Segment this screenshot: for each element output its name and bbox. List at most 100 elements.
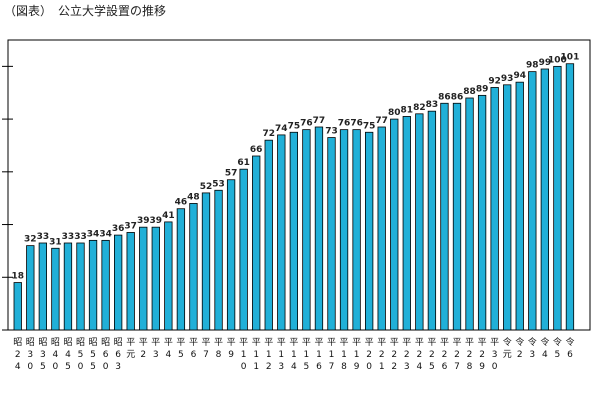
bar-value-label: 18 — [11, 272, 24, 282]
bar-value-label: 33 — [74, 232, 87, 242]
bar-value-label: 34 — [99, 229, 112, 239]
bar — [252, 155, 261, 331]
bar-value-label: 92 — [488, 76, 501, 86]
bar-value-label: 75 — [363, 121, 376, 131]
bar-value-label: 94 — [513, 71, 526, 81]
bar — [327, 137, 336, 331]
bar — [264, 139, 273, 331]
bar-value-label: 53 — [212, 179, 225, 189]
bar-value-label: 86 — [438, 92, 451, 102]
bar — [201, 192, 211, 331]
bar — [239, 168, 248, 331]
bar — [515, 81, 524, 331]
bar — [465, 97, 474, 331]
bar-value-label: 39 — [150, 216, 163, 226]
bar — [339, 129, 349, 331]
bar — [126, 232, 135, 331]
bar-value-label: 80 — [388, 108, 401, 118]
bar — [440, 102, 449, 331]
bar-value-label: 32 — [24, 235, 37, 245]
bar — [164, 221, 173, 331]
bar-value-label: 82 — [413, 103, 426, 113]
bar-value-label: 33 — [37, 232, 50, 242]
plot-frame — [7, 39, 591, 331]
bar — [176, 208, 186, 331]
bar — [13, 282, 22, 331]
bar — [289, 131, 299, 331]
bar-value-label: 72 — [262, 129, 275, 139]
bar — [26, 245, 35, 331]
bar — [503, 84, 512, 331]
bar — [214, 189, 223, 331]
bar — [390, 118, 399, 331]
x-tick-label: 令元 — [503, 336, 512, 360]
chart-title: （図表） 公立大学設置の推移 — [4, 4, 167, 18]
bar-value-label: 46 — [175, 198, 188, 208]
bar-value-label: 73 — [325, 127, 338, 137]
bar — [565, 63, 575, 331]
bar-value-label: 77 — [375, 116, 388, 126]
bar-value-label: 101 — [561, 53, 580, 63]
bar — [314, 126, 324, 331]
bar — [76, 242, 85, 331]
bar — [51, 247, 60, 331]
bar-value-label: 36 — [112, 224, 125, 234]
bar-value-label: 89 — [476, 84, 489, 94]
bar-value-label: 41 — [162, 211, 175, 221]
bar — [63, 242, 73, 331]
bar-value-label: 99 — [539, 58, 552, 68]
bar — [528, 71, 537, 331]
bar-value-label: 52 — [200, 182, 213, 192]
bar-value-label: 48 — [187, 192, 200, 202]
bar — [139, 226, 148, 331]
bar-value-label: 57 — [225, 169, 238, 179]
bar-value-label: 88 — [463, 87, 476, 97]
bar — [364, 131, 374, 331]
bar — [415, 113, 424, 331]
bar — [38, 242, 47, 331]
bar-value-label: 34 — [87, 229, 100, 239]
bar — [490, 87, 499, 331]
x-tick-label: 平元 — [126, 337, 135, 360]
bar — [151, 226, 160, 331]
bar-value-label: 31 — [49, 237, 62, 247]
bar — [540, 68, 549, 331]
bar-value-label: 37 — [124, 221, 137, 231]
bar-value-label: 98 — [526, 61, 539, 71]
bar-value-label: 93 — [501, 74, 514, 84]
bar-value-label: 33 — [62, 232, 75, 242]
bar-value-label: 76 — [338, 119, 351, 129]
bar-value-label: 39 — [137, 216, 150, 226]
bar — [189, 203, 198, 331]
bar-value-label: 74 — [275, 124, 288, 134]
